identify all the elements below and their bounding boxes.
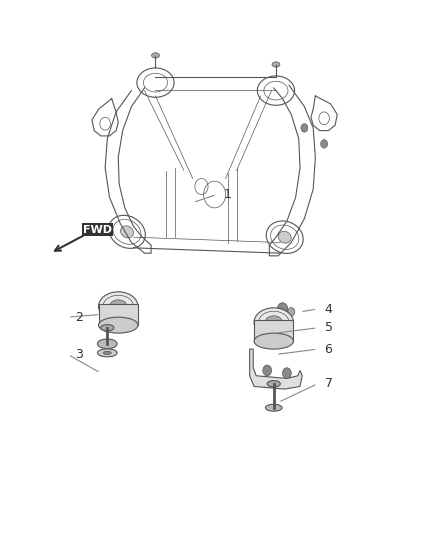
- Ellipse shape: [267, 381, 280, 387]
- Ellipse shape: [99, 292, 138, 321]
- Ellipse shape: [97, 349, 117, 357]
- Ellipse shape: [97, 339, 117, 349]
- Circle shape: [263, 365, 272, 376]
- Bar: [99, 304, 138, 325]
- Ellipse shape: [103, 351, 111, 354]
- Ellipse shape: [265, 316, 283, 329]
- Ellipse shape: [120, 226, 134, 238]
- Ellipse shape: [99, 317, 138, 333]
- Circle shape: [301, 124, 308, 132]
- Circle shape: [321, 140, 328, 148]
- Ellipse shape: [110, 300, 127, 313]
- Bar: [254, 320, 293, 341]
- Circle shape: [288, 308, 295, 316]
- Ellipse shape: [272, 62, 280, 67]
- Ellipse shape: [265, 405, 282, 411]
- Circle shape: [283, 368, 291, 378]
- Polygon shape: [250, 349, 302, 389]
- Ellipse shape: [101, 325, 114, 331]
- Text: 4: 4: [325, 303, 332, 316]
- Text: 5: 5: [325, 321, 332, 334]
- Ellipse shape: [254, 308, 293, 337]
- Text: FWD: FWD: [83, 224, 112, 235]
- Ellipse shape: [152, 53, 159, 58]
- Text: 6: 6: [325, 343, 332, 356]
- Text: 2: 2: [75, 311, 83, 324]
- Ellipse shape: [254, 333, 293, 349]
- Text: 3: 3: [75, 348, 83, 361]
- Ellipse shape: [278, 231, 291, 243]
- Text: 1: 1: [224, 188, 232, 201]
- Text: 7: 7: [325, 377, 332, 390]
- Circle shape: [277, 303, 288, 316]
